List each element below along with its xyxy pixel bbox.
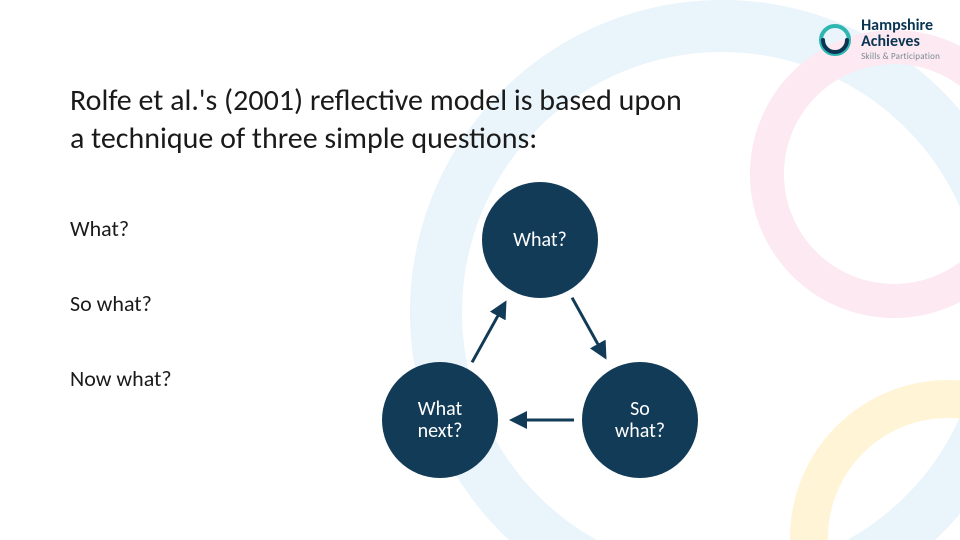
bg-swoosh — [750, 30, 960, 318]
slide-title: Rolfe et al.'s (2001) reflective model i… — [70, 82, 690, 157]
question-so-what: So what? — [70, 290, 152, 317]
cycle-node-sowhat: So what? — [582, 362, 698, 478]
brand-logo: Hampshire Achieves Skills & Participatio… — [817, 18, 940, 61]
logo-line3: Skills & Participation — [861, 52, 940, 61]
question-what: What? — [70, 215, 129, 242]
cycle-arrow-what-to-sowhat — [572, 298, 605, 357]
reflective-cycle-diagram: What? So what? What next? — [370, 175, 710, 505]
question-now-what: Now what? — [70, 365, 172, 392]
cycle-node-whatnext: What next? — [382, 362, 498, 478]
cycle-arrow-whatnext-to-what — [472, 303, 505, 362]
bg-swoosh — [790, 380, 960, 540]
logo-rings-icon — [817, 22, 853, 58]
logo-line2: Achieves — [861, 34, 940, 50]
logo-text: Hampshire Achieves Skills & Participatio… — [861, 18, 940, 61]
cycle-node-what: What? — [482, 182, 598, 298]
